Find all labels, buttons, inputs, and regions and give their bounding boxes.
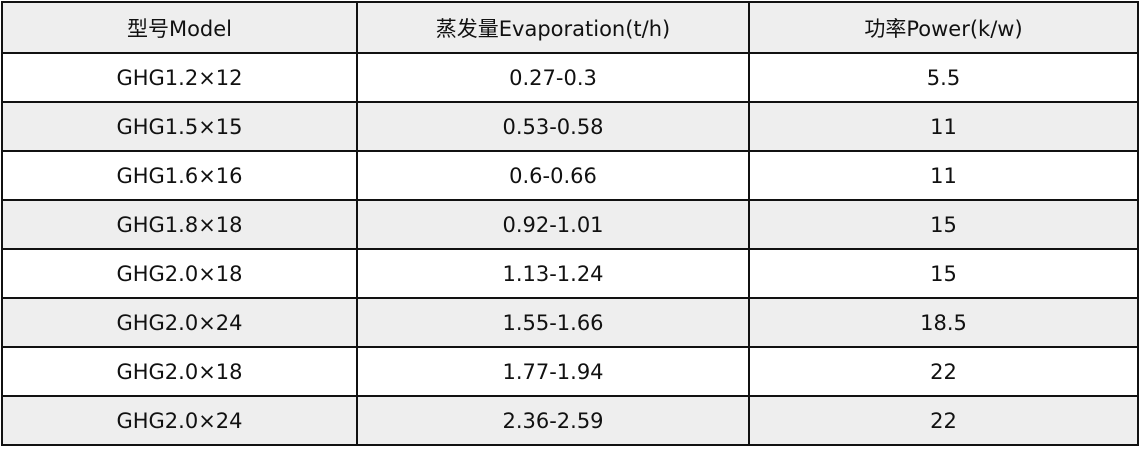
header-power: 功率Power(k/w) [748, 1, 1139, 54]
cell-evaporation: 0.6-0.66 [356, 150, 750, 201]
cell-power: 15 [748, 199, 1139, 250]
cell-power: 15 [748, 248, 1139, 299]
cell-power: 22 [748, 395, 1139, 446]
cell-evaporation: 0.27-0.3 [356, 52, 750, 103]
table-row: GHG1.6×16 0.6-0.66 11 [1, 150, 1139, 201]
header-model: 型号Model [1, 1, 358, 54]
header-evaporation: 蒸发量Evaporation(t/h) [356, 1, 750, 54]
cell-power: 18.5 [748, 297, 1139, 348]
cell-model: GHG2.0×18 [1, 346, 358, 397]
cell-power: 22 [748, 346, 1139, 397]
table-row: GHG1.8×18 0.92-1.01 15 [1, 199, 1139, 250]
cell-model: GHG2.0×24 [1, 395, 358, 446]
cell-model: GHG2.0×18 [1, 248, 358, 299]
cell-model: GHG1.5×15 [1, 101, 358, 152]
cell-evaporation: 0.53-0.58 [356, 101, 750, 152]
cell-power: 5.5 [748, 52, 1139, 103]
cell-evaporation: 2.36-2.59 [356, 395, 750, 446]
cell-evaporation: 1.13-1.24 [356, 248, 750, 299]
table-row: GHG1.2×12 0.27-0.3 5.5 [1, 52, 1139, 103]
cell-evaporation: 0.92-1.01 [356, 199, 750, 250]
cell-model: GHG1.8×18 [1, 199, 358, 250]
table-row: GHG2.0×18 1.77-1.94 22 [1, 346, 1139, 397]
table-row: GHG2.0×24 2.36-2.59 22 [1, 395, 1139, 446]
cell-power: 11 [748, 150, 1139, 201]
table-row: GHG2.0×18 1.13-1.24 15 [1, 248, 1139, 299]
cell-evaporation: 1.55-1.66 [356, 297, 750, 348]
cell-model: GHG1.2×12 [1, 52, 358, 103]
table-row: GHG2.0×24 1.55-1.66 18.5 [1, 297, 1139, 348]
cell-power: 11 [748, 101, 1139, 152]
cell-evaporation: 1.77-1.94 [356, 346, 750, 397]
table-row: GHG1.5×15 0.53-0.58 11 [1, 101, 1139, 152]
cell-model: GHG2.0×24 [1, 297, 358, 348]
cell-model: GHG1.6×16 [1, 150, 358, 201]
header-row: 型号Model 蒸发量Evaporation(t/h) 功率Power(k/w) [1, 1, 1139, 54]
